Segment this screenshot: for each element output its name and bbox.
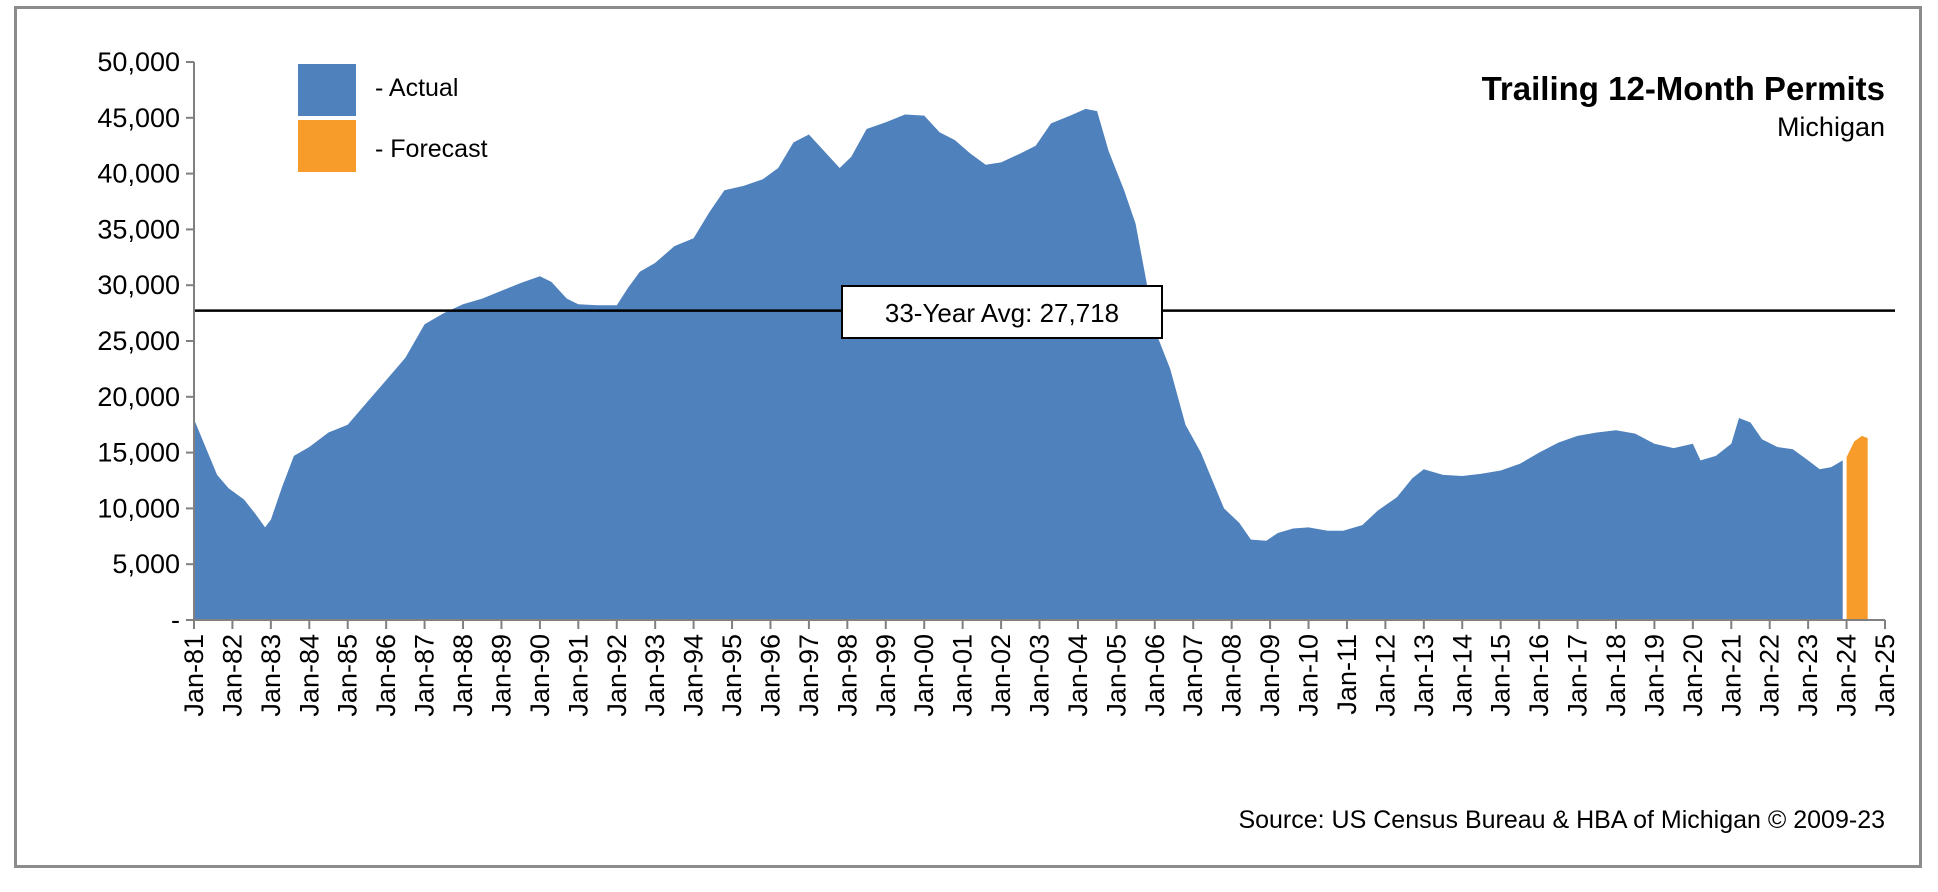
x-tick-label: Jan-04	[1063, 634, 1093, 717]
x-tick-label: Jan-99	[871, 634, 901, 717]
x-tick-label: Jan-89	[486, 634, 516, 717]
y-tick-label: 25,000	[97, 326, 180, 356]
x-tick-label: Jan-88	[448, 634, 478, 717]
x-tick-label: Jan-17	[1563, 634, 1593, 717]
x-tick-label: Jan-10	[1294, 634, 1324, 717]
x-tick-label: Jan-18	[1601, 634, 1631, 717]
x-tick-label: Jan-91	[563, 634, 593, 717]
legend-label-forecast: - Forecast	[375, 135, 488, 163]
x-tick-label: Jan-25	[1870, 634, 1900, 717]
x-tick-label: Jan-12	[1370, 634, 1400, 717]
legend-swatch-actual	[298, 64, 356, 116]
x-tick-label: Jan-97	[794, 634, 824, 717]
series-area-forecast	[1846, 435, 1868, 620]
x-tick-label: Jan-14	[1447, 634, 1477, 717]
x-tick-label: Jan-96	[755, 634, 785, 717]
x-tick-label: Jan-02	[986, 634, 1016, 717]
x-tick-label: Jan-95	[717, 634, 747, 717]
y-tick-label: 15,000	[97, 438, 180, 468]
y-tick-label: 10,000	[97, 493, 180, 523]
average-label-box	[841, 285, 1163, 339]
x-tick-label: Jan-00	[909, 634, 939, 717]
x-tick-label: Jan-85	[333, 634, 363, 717]
series-area-actual	[194, 108, 1843, 621]
y-tick-label: 5,000	[112, 549, 180, 579]
average-annotation: 33-Year Avg: 27,718	[841, 285, 1163, 339]
chart-title: Trailing 12-Month Permits	[1482, 70, 1885, 107]
legend-label-actual: - Actual	[375, 74, 458, 102]
x-tick-label: Jan-05	[1101, 634, 1131, 717]
x-tick-label: Jan-87	[410, 634, 440, 717]
y-tick-label: 50,000	[97, 47, 180, 77]
x-tick-label: Jan-01	[948, 634, 978, 717]
chart-subtitle: Michigan	[1777, 112, 1885, 142]
x-tick-label: Jan-83	[256, 634, 286, 717]
x-tick-label: Jan-86	[371, 634, 401, 717]
x-tick-label: Jan-82	[217, 634, 247, 717]
plot-area	[194, 108, 1895, 621]
x-tick-label: Jan-22	[1755, 634, 1785, 717]
y-tick-label: 35,000	[97, 214, 180, 244]
x-tick-label: Jan-84	[294, 634, 324, 717]
x-tick-label: Jan-92	[602, 634, 632, 717]
y-tick-label: -	[171, 605, 180, 635]
legend: - Actual - Forecast	[298, 64, 488, 172]
x-tick-label: Jan-08	[1217, 634, 1247, 717]
legend-swatch-forecast	[298, 120, 356, 172]
axes: - 5,000 10,000 15,000 20,000 25,000 30,000 35,0…	[97, 47, 1900, 717]
x-tick-label: Jan-03	[1025, 634, 1055, 717]
y-tick-label: 40,000	[97, 159, 180, 189]
x-tick-label: Jan-23	[1793, 634, 1823, 717]
x-tick-label: Jan-19	[1639, 634, 1669, 717]
x-tick-label: Jan-90	[525, 634, 555, 717]
x-tick-label: Jan-16	[1524, 634, 1554, 717]
x-tick-label: Jan-11	[1332, 634, 1362, 715]
y-tick-label: 20,000	[97, 382, 180, 412]
y-tick-label: 45,000	[97, 103, 180, 133]
x-tick-label: Jan-21	[1716, 634, 1746, 717]
x-tick-label: Jan-94	[679, 634, 709, 717]
x-tick-label: Jan-20	[1678, 634, 1708, 717]
x-tick-label: Jan-07	[1178, 634, 1208, 717]
source-note: Source: US Census Bureau & HBA of Michig…	[1238, 806, 1885, 834]
x-tick-label: Jan-98	[832, 634, 862, 717]
average-label: 33-Year Avg: 27,718	[885, 298, 1119, 328]
x-tick-label: Jan-09	[1255, 634, 1285, 717]
x-tick-label: Jan-15	[1486, 634, 1516, 717]
x-tick-label: Jan-24	[1832, 634, 1862, 717]
x-tick-label: Jan-81	[179, 634, 209, 717]
x-tick-label: Jan-93	[640, 634, 670, 717]
x-tick-label: Jan-06	[1140, 634, 1170, 717]
y-tick-label: 30,000	[97, 270, 180, 300]
x-tick-label: Jan-13	[1409, 634, 1439, 717]
